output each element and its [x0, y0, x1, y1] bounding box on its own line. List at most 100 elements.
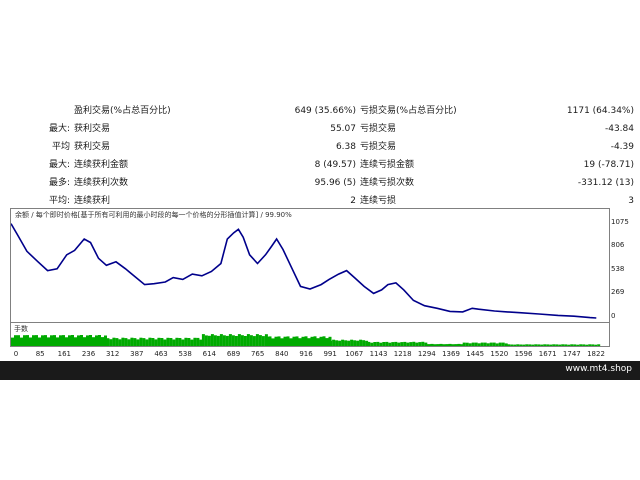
volume-bar	[121, 337, 125, 346]
stat-caption: 亏损交易	[360, 142, 397, 152]
volume-panel: 手数	[10, 323, 610, 347]
x-tick-label: 312	[105, 350, 120, 358]
volume-bar	[313, 336, 317, 346]
volume-bar	[564, 344, 568, 346]
volume-bar	[74, 337, 77, 346]
volume-bar	[504, 343, 508, 346]
volume-bar	[277, 336, 281, 346]
y-tick-label: 269	[611, 288, 625, 297]
volume-bar	[65, 337, 68, 346]
volume-bar	[181, 339, 185, 346]
stat-label: 最多:	[48, 178, 70, 188]
volume-bar	[400, 342, 404, 346]
volume-bar	[252, 336, 256, 346]
volume-bar	[480, 342, 484, 346]
volume-bar	[112, 337, 116, 346]
stat-value: 3	[628, 196, 634, 206]
volume-bar	[127, 339, 131, 346]
volume-bar	[261, 336, 265, 346]
volume-bar	[157, 337, 161, 346]
volume-bar	[362, 340, 366, 346]
x-tick-label: 1822	[587, 350, 605, 358]
volume-bar	[379, 342, 383, 346]
volume-bar	[47, 337, 50, 346]
volume-bar	[59, 335, 62, 346]
volume-bar	[531, 344, 535, 346]
volume-bar	[442, 344, 446, 346]
volume-bar	[130, 337, 134, 346]
stat-caption: 连续获利金额	[74, 160, 129, 170]
stat-caption: 亏损交易(%占总百分比)	[360, 106, 457, 116]
volume-bar	[513, 344, 517, 346]
volume-bar	[106, 338, 110, 346]
brand-text[interactable]: www.mt4.shop	[565, 364, 632, 374]
volume-bar	[118, 339, 122, 346]
volume-bar	[344, 340, 348, 346]
volume-bar	[341, 339, 345, 346]
volume-bar	[471, 342, 475, 346]
stat-caption: 连续亏损次数	[360, 178, 415, 188]
stat-caption: 连续获利	[74, 196, 111, 206]
x-tick-label: 1747	[562, 350, 581, 358]
volume-bar	[567, 344, 571, 346]
volume-bar	[216, 335, 220, 346]
volume-bar	[448, 343, 452, 346]
volume-bar	[427, 344, 431, 346]
volume-bar	[537, 344, 541, 346]
volume-bar	[353, 340, 357, 346]
volume-bar	[415, 342, 419, 346]
x-tick-label: 387	[130, 350, 144, 358]
volume-bar	[585, 344, 589, 346]
volume-bar	[38, 337, 41, 346]
volume-bar	[347, 340, 351, 346]
volume-bar	[289, 338, 293, 346]
x-tick-label: 991	[323, 350, 337, 358]
volume-bar	[591, 344, 595, 346]
stat-value: 95.96 (5)	[314, 178, 356, 188]
volume-bar	[44, 335, 47, 346]
y-tick-label: 538	[611, 264, 625, 273]
volume-bar	[335, 340, 339, 346]
volume-bar	[240, 335, 244, 346]
volume-bar	[543, 344, 547, 346]
stat-row: 平均 获利交易 6.38 亏损交易 -4.39	[0, 138, 640, 156]
volume-bar	[41, 335, 44, 346]
volume-bar	[62, 335, 65, 346]
volume-bar	[436, 344, 440, 346]
volume-bar	[145, 339, 149, 346]
volume-bar	[274, 336, 278, 346]
volume-bar	[382, 342, 386, 346]
volume-bar	[50, 335, 53, 346]
x-tick-label: 1671	[538, 350, 557, 358]
stat-label: 最大:	[48, 124, 70, 134]
volume-bar	[101, 337, 104, 346]
volume-bar	[310, 336, 314, 346]
volume-bar	[418, 342, 422, 346]
volume-bar	[255, 334, 259, 346]
chart-title: 余额 / 每个即时价格[基于所有可利用的最小时段的每一个价格的分形插值计算] /…	[15, 211, 292, 219]
volume-bar	[80, 335, 83, 346]
volume-bar	[507, 344, 511, 346]
balance-chart: 余额 / 每个即时价格[基于所有可利用的最小时段的每一个价格的分形插值计算] /…	[10, 208, 610, 323]
volume-bar	[588, 344, 592, 346]
volume-bar	[397, 342, 401, 346]
volume-bar	[388, 342, 392, 346]
volume-bar	[307, 338, 311, 346]
volume-bar	[201, 334, 205, 346]
volume-bar	[582, 344, 586, 346]
stat-value: 55.07	[330, 124, 356, 134]
volume-bar	[32, 335, 35, 346]
volume-bar	[457, 343, 461, 346]
stat-value: 8 (49.57)	[314, 160, 356, 170]
volume-bar	[579, 344, 583, 346]
volume-bar	[301, 336, 305, 346]
volume-bar	[172, 339, 176, 346]
volume-bar	[234, 336, 238, 346]
volume-bar	[409, 342, 413, 346]
volume-bar	[166, 337, 170, 346]
volume-bar	[124, 338, 128, 346]
volume-bar	[439, 343, 443, 346]
volume-bar	[492, 342, 496, 346]
volume-bar	[370, 342, 374, 346]
volume-bar	[178, 338, 182, 346]
